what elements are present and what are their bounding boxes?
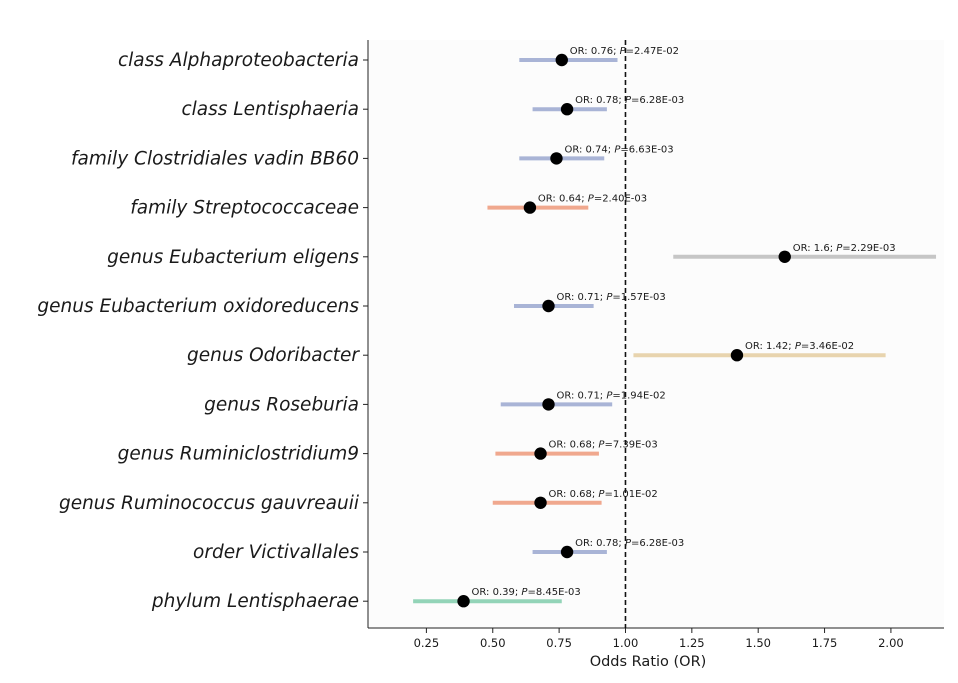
y-category-label: genus Eubacterium eligens [107,247,359,268]
or-annotation: OR: 0.74; P=6.63E-03 [564,144,673,155]
or-point [534,496,547,509]
x-tick-label: 2.00 [878,636,904,650]
or-annotation: OR: 0.64; P=2.40E-03 [538,194,647,205]
or-point [550,152,563,165]
or-point [778,250,791,263]
x-tick-label: 1.25 [679,636,705,650]
x-tick-label: 0.25 [414,636,440,650]
or-annotation: OR: 0.68; P=1.01E-02 [549,489,658,500]
x-tick-label: 0.50 [480,636,506,650]
or-annotation: OR: 0.39; P=8.45E-03 [472,587,581,598]
y-category-label: order Victivallales [193,542,359,563]
or-annotation: OR: 1.42; P=3.46E-02 [745,341,854,352]
or-point [523,201,537,214]
y-category-label: class Lentisphaeria [181,99,359,120]
y-category-label: genus Odoribacter [187,345,360,366]
or-annotation: OR: 0.71; P=1.57E-03 [556,292,665,303]
or-point [534,447,547,460]
y-category-label: genus Eubacterium oxidoreducens [37,296,359,317]
or-point [542,299,555,313]
or-annotation: OR: 0.78; P=6.28E-03 [575,538,684,549]
or-point [555,53,568,67]
y-category-label: phylum Lentisphaerae [151,591,359,612]
y-category-label: class Alphaproteobacteria [118,50,359,71]
or-point [560,545,574,559]
y-category-label: family Clostridiales vadin BB60 [71,148,359,169]
y-category-label: genus Ruminococcus gauvreauii [59,493,360,514]
or-annotation: OR: 0.68; P=7.39E-03 [549,440,658,451]
or-point [730,349,744,362]
or-annotation: OR: 0.71; P=1.94E-02 [556,390,665,401]
x-tick-label: 1.00 [613,636,639,650]
x-axis-title: Odds Ratio (OR) [590,654,707,670]
or-point [457,595,470,608]
plot-area [368,40,944,628]
or-annotation: OR: 0.76; P=2.47E-02 [570,46,679,57]
y-category-label: family Streptococcaceae [130,198,359,219]
y-category-label: genus Ruminiclostridium9 [118,444,359,465]
x-tick-label: 1.50 [745,636,771,650]
x-tick-label: 0.75 [546,636,572,650]
x-tick-label: 1.75 [812,636,838,650]
or-point [542,398,555,411]
or-point [560,103,574,116]
or-annotation: OR: 0.78; P=6.28E-03 [575,95,684,106]
or-annotation: OR: 1.6; P=2.29E-03 [793,243,896,254]
y-category-label: genus Roseburia [204,394,359,415]
